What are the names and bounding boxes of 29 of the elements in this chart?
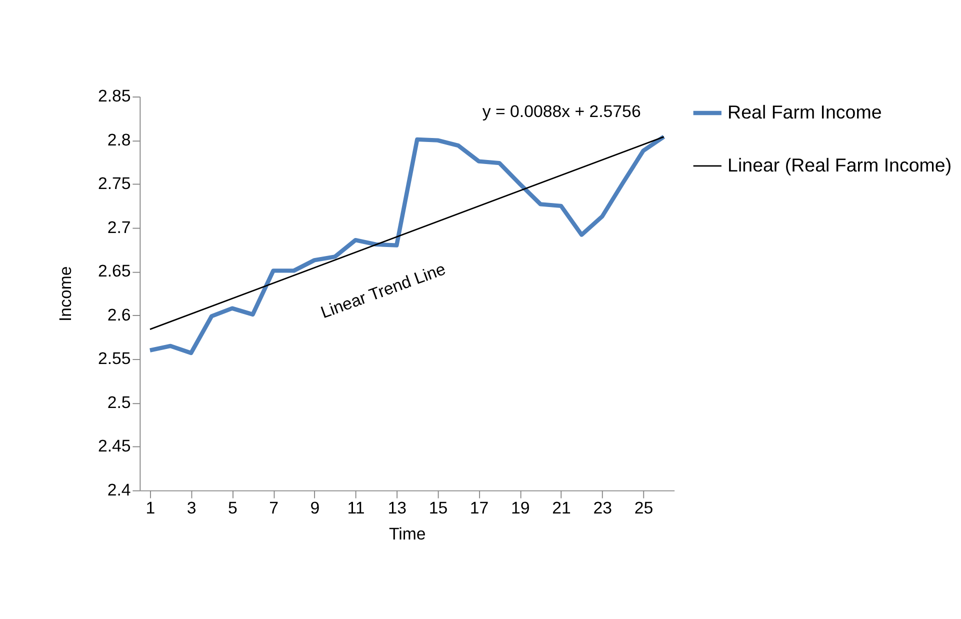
y-tick-label: 2.5 [107, 392, 131, 412]
x-axis-title: Time [388, 524, 426, 544]
x-tick-label: 1 [146, 498, 156, 518]
x-tick-label: 5 [228, 498, 238, 518]
x-tick-label: 15 [428, 498, 448, 518]
y-tick-label: 2.45 [98, 436, 131, 456]
y-axis-title: Income [56, 266, 75, 322]
x-tick-label: 9 [310, 498, 320, 518]
annotation: Linear Trend Line [318, 259, 448, 322]
y-tick-label: 2.6 [107, 305, 131, 324]
x-tick-label: 23 [593, 498, 612, 518]
y-tick-label: 2.85 [98, 86, 131, 106]
y-tick-label: 2.65 [98, 262, 131, 281]
annotation: y = 0.0088x + 2.5756 [482, 102, 641, 122]
y-tick-label: 2.7 [107, 218, 131, 237]
x-tick-label: 7 [269, 498, 278, 518]
x-tick-label: 21 [552, 498, 571, 518]
y-tick-label: 2.8 [107, 130, 131, 150]
x-tick-label: 11 [347, 498, 365, 518]
legend-label: Real Farm Income [728, 102, 882, 123]
y-tick-label: 2.55 [98, 349, 131, 368]
y-tick-label: 2.75 [98, 174, 131, 194]
x-tick-label: 13 [388, 498, 406, 518]
x-tick-label: 17 [470, 498, 489, 518]
legend-label: Linear (Real Farm Income) [728, 154, 952, 176]
y-tick-label: 2.4 [107, 480, 131, 500]
x-tick-label: 19 [511, 498, 530, 518]
x-tick-label: 3 [186, 498, 196, 518]
x-tick-label: 25 [634, 498, 654, 518]
